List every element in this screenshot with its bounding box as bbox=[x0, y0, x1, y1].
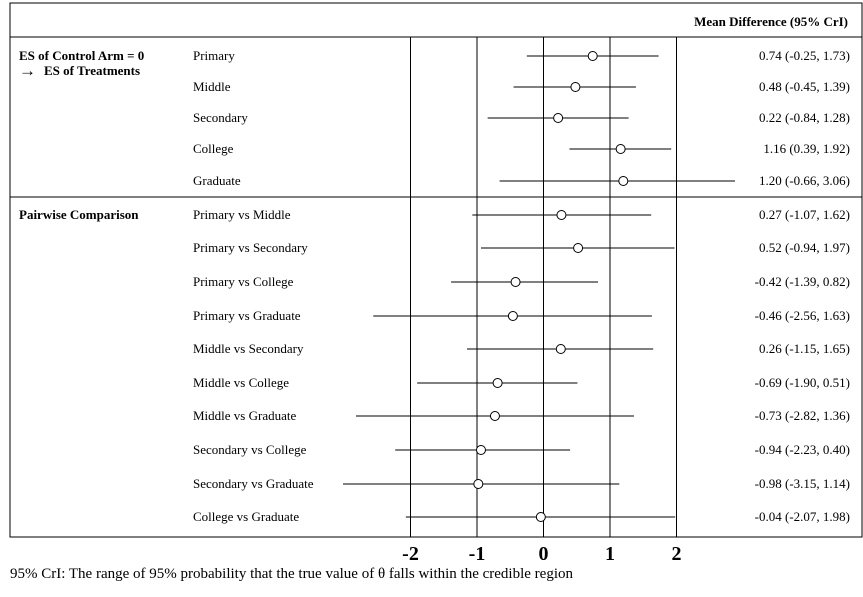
rows: Primary 0.74 (-0.25, 1.73) Middle 0.48 (-0.… bbox=[193, 48, 850, 524]
group-name: ES of Control Arm = 0 bbox=[19, 48, 144, 63]
tick-label: -2 bbox=[402, 543, 419, 565]
estimate-text: 0.22 (-0.84, 1.28) bbox=[759, 110, 850, 125]
row-label: Middle vs Graduate bbox=[193, 408, 296, 423]
x-axis-ticks: -2 -1 0 1 2 bbox=[402, 543, 681, 565]
row-label: Primary bbox=[193, 48, 235, 63]
estimate-text: 0.27 (-1.07, 1.62) bbox=[759, 207, 850, 222]
estimate-text: -0.42 (-1.39, 0.82) bbox=[755, 274, 850, 289]
point-estimate bbox=[615, 144, 626, 154]
estimate-text: -0.46 (-2.56, 1.63) bbox=[755, 308, 850, 323]
group-name: Pairwise Comparison bbox=[19, 207, 139, 222]
estimate-text: 0.48 (-0.45, 1.39) bbox=[759, 79, 850, 94]
forest-row: Middle 0.48 (-0.45, 1.39) bbox=[193, 79, 850, 94]
row-label: Secondary vs Graduate bbox=[193, 476, 314, 491]
estimate-text: -0.98 (-3.15, 1.14) bbox=[755, 476, 850, 491]
estimate-text: 1.20 (-0.66, 3.06) bbox=[759, 173, 850, 188]
row-label: Graduate bbox=[193, 173, 241, 188]
row-label: Middle vs College bbox=[193, 375, 289, 390]
estimate-text: -0.94 (-2.23, 0.40) bbox=[755, 442, 850, 457]
estimate-text: 0.52 (-0.94, 1.97) bbox=[759, 240, 850, 255]
point-estimate bbox=[570, 82, 581, 92]
point-estimate bbox=[473, 479, 484, 489]
tick-label: 1 bbox=[605, 543, 615, 565]
point-estimate bbox=[507, 311, 518, 321]
forest-row: College 1.16 (0.39, 1.92) bbox=[193, 141, 850, 156]
forest-row: Middle vs Graduate -0.73 (-2.82, 1.36) bbox=[193, 408, 850, 423]
point-estimate bbox=[573, 243, 584, 253]
estimate-text: 0.74 (-0.25, 1.73) bbox=[759, 48, 850, 63]
forest-row: Primary 0.74 (-0.25, 1.73) bbox=[193, 48, 850, 63]
row-label: College vs Graduate bbox=[193, 509, 299, 524]
point-estimate bbox=[553, 113, 564, 123]
point-estimate bbox=[510, 277, 521, 287]
point-estimate bbox=[556, 210, 567, 220]
row-label: Middle vs Secondary bbox=[193, 341, 304, 356]
forest-row: Primary vs Middle 0.27 (-1.07, 1.62) bbox=[193, 207, 850, 222]
forest-row: Middle vs Secondary 0.26 (-1.15, 1.65) bbox=[193, 341, 850, 356]
outer-border bbox=[9, 2, 863, 538]
forest-row: Graduate 1.20 (-0.66, 3.06) bbox=[193, 173, 850, 188]
forest-row: Secondary vs College -0.94 (-2.23, 0.40) bbox=[193, 442, 850, 457]
row-label: College bbox=[193, 141, 234, 156]
forest-row: Primary vs Graduate -0.46 (-2.56, 1.63) bbox=[193, 308, 850, 323]
point-estimate bbox=[587, 51, 598, 61]
groups: ES of Control Arm = 0→ ES of Treatments Pa… bbox=[19, 48, 144, 222]
row-label: Primary vs Graduate bbox=[193, 308, 301, 323]
row-label: Primary vs College bbox=[193, 274, 294, 289]
forest-row: Primary vs Secondary 0.52 (-0.94, 1.97) bbox=[193, 240, 850, 255]
gridlines bbox=[410, 37, 677, 537]
point-estimate bbox=[555, 344, 566, 354]
estimate-text: -0.69 (-1.90, 0.51) bbox=[755, 375, 850, 390]
arrow-icon: → bbox=[19, 61, 36, 80]
row-label: Secondary vs College bbox=[193, 442, 307, 457]
forest-row: Middle vs College -0.69 (-1.90, 0.51) bbox=[193, 375, 850, 390]
point-estimate bbox=[489, 411, 500, 421]
plot-frame bbox=[9, 2, 863, 538]
row-label: Primary vs Secondary bbox=[193, 240, 308, 255]
forest-row: College vs Graduate -0.04 (-2.07, 1.98) bbox=[193, 509, 850, 524]
row-label: Primary vs Middle bbox=[193, 207, 291, 222]
estimate-text: -0.73 (-2.82, 1.36) bbox=[755, 408, 850, 423]
row-label: Secondary bbox=[193, 110, 248, 125]
column-header-text: Mean Difference (95% CrI) bbox=[694, 14, 848, 29]
estimate-text: 0.26 (-1.15, 1.65) bbox=[759, 341, 850, 356]
tick-label: 2 bbox=[672, 543, 682, 565]
group-subtitle: ES of Treatments bbox=[44, 63, 140, 78]
estimate-text: 1.16 (0.39, 1.92) bbox=[763, 141, 850, 156]
column-header: Mean Difference (95% CrI) bbox=[694, 14, 848, 29]
estimate-text: -0.04 (-2.07, 1.98) bbox=[755, 509, 850, 524]
forest-row: Secondary 0.22 (-0.84, 1.28) bbox=[193, 110, 850, 125]
point-estimate bbox=[618, 176, 629, 186]
tick-label: 0 bbox=[539, 543, 549, 565]
forest-row: Secondary vs Graduate -0.98 (-3.15, 1.14) bbox=[193, 476, 850, 491]
point-estimate bbox=[475, 445, 486, 455]
tick-label: -1 bbox=[469, 543, 486, 565]
point-estimate bbox=[492, 378, 503, 388]
footnote: 95% CrI: The range of 95% probability th… bbox=[10, 566, 573, 582]
row-label: Middle bbox=[193, 79, 231, 94]
point-estimate bbox=[535, 512, 546, 522]
forest-row: Primary vs College -0.42 (-1.39, 0.82) bbox=[193, 274, 850, 289]
